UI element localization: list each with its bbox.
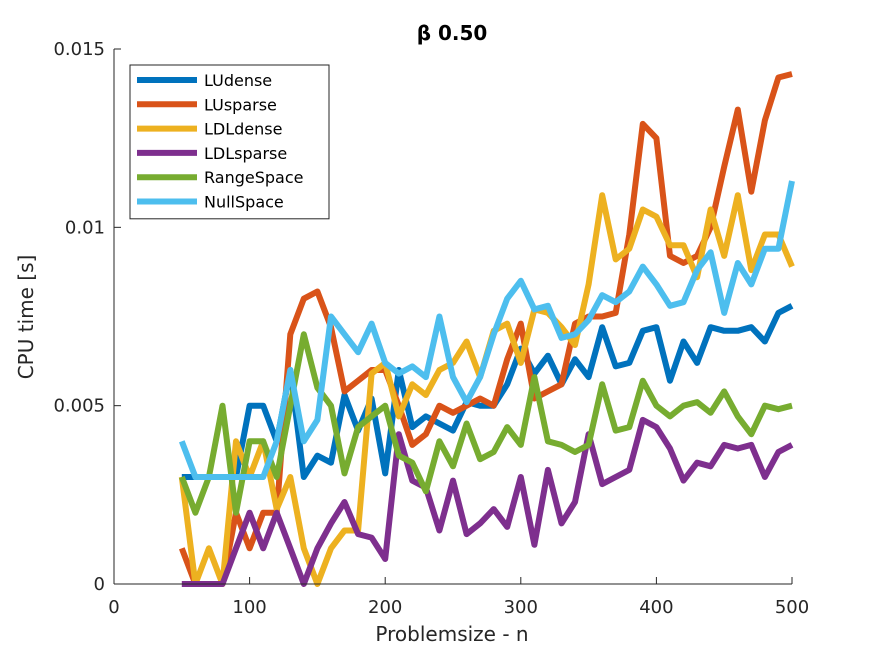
y-axis-label: CPU time [s] (14, 255, 38, 380)
legend: LUdense LUsparse LDLdense LDLsparse RangeSpa… (129, 64, 330, 220)
legend-label-ldldense: LDLdense (204, 120, 282, 139)
legend-label-ludense: LUdense (204, 71, 272, 90)
y-tick-label: 0 (94, 574, 105, 595)
x-tick-label: 500 (775, 597, 809, 618)
chart-title: β 0.50 (417, 21, 488, 45)
legend-box (129, 64, 330, 220)
legend-label-ldlsparse: LDLsparse (204, 144, 287, 163)
legend-label-rangespace: RangeSpace (204, 168, 303, 187)
series-line-nullspace (178, 180, 795, 480)
x-tick-label: 100 (232, 597, 266, 618)
y-tick-label: 0.01 (65, 217, 105, 238)
y-tick-label: 0.015 (53, 39, 105, 60)
x-tick-label: 200 (368, 597, 402, 618)
x-tick-label: 400 (639, 597, 673, 618)
y-tick-label: 0.005 (53, 396, 105, 417)
series-line-ldlsparse (181, 416, 794, 587)
series-line-rangespace (178, 331, 793, 516)
x-tick-label: 300 (504, 597, 538, 618)
legend-label-lusparse: LUsparse (204, 95, 277, 114)
legend-label-nullspace: NullSpace (204, 193, 284, 212)
x-axis-label: Problemsize - n (375, 622, 528, 646)
x-tick-label: 0 (108, 597, 119, 618)
